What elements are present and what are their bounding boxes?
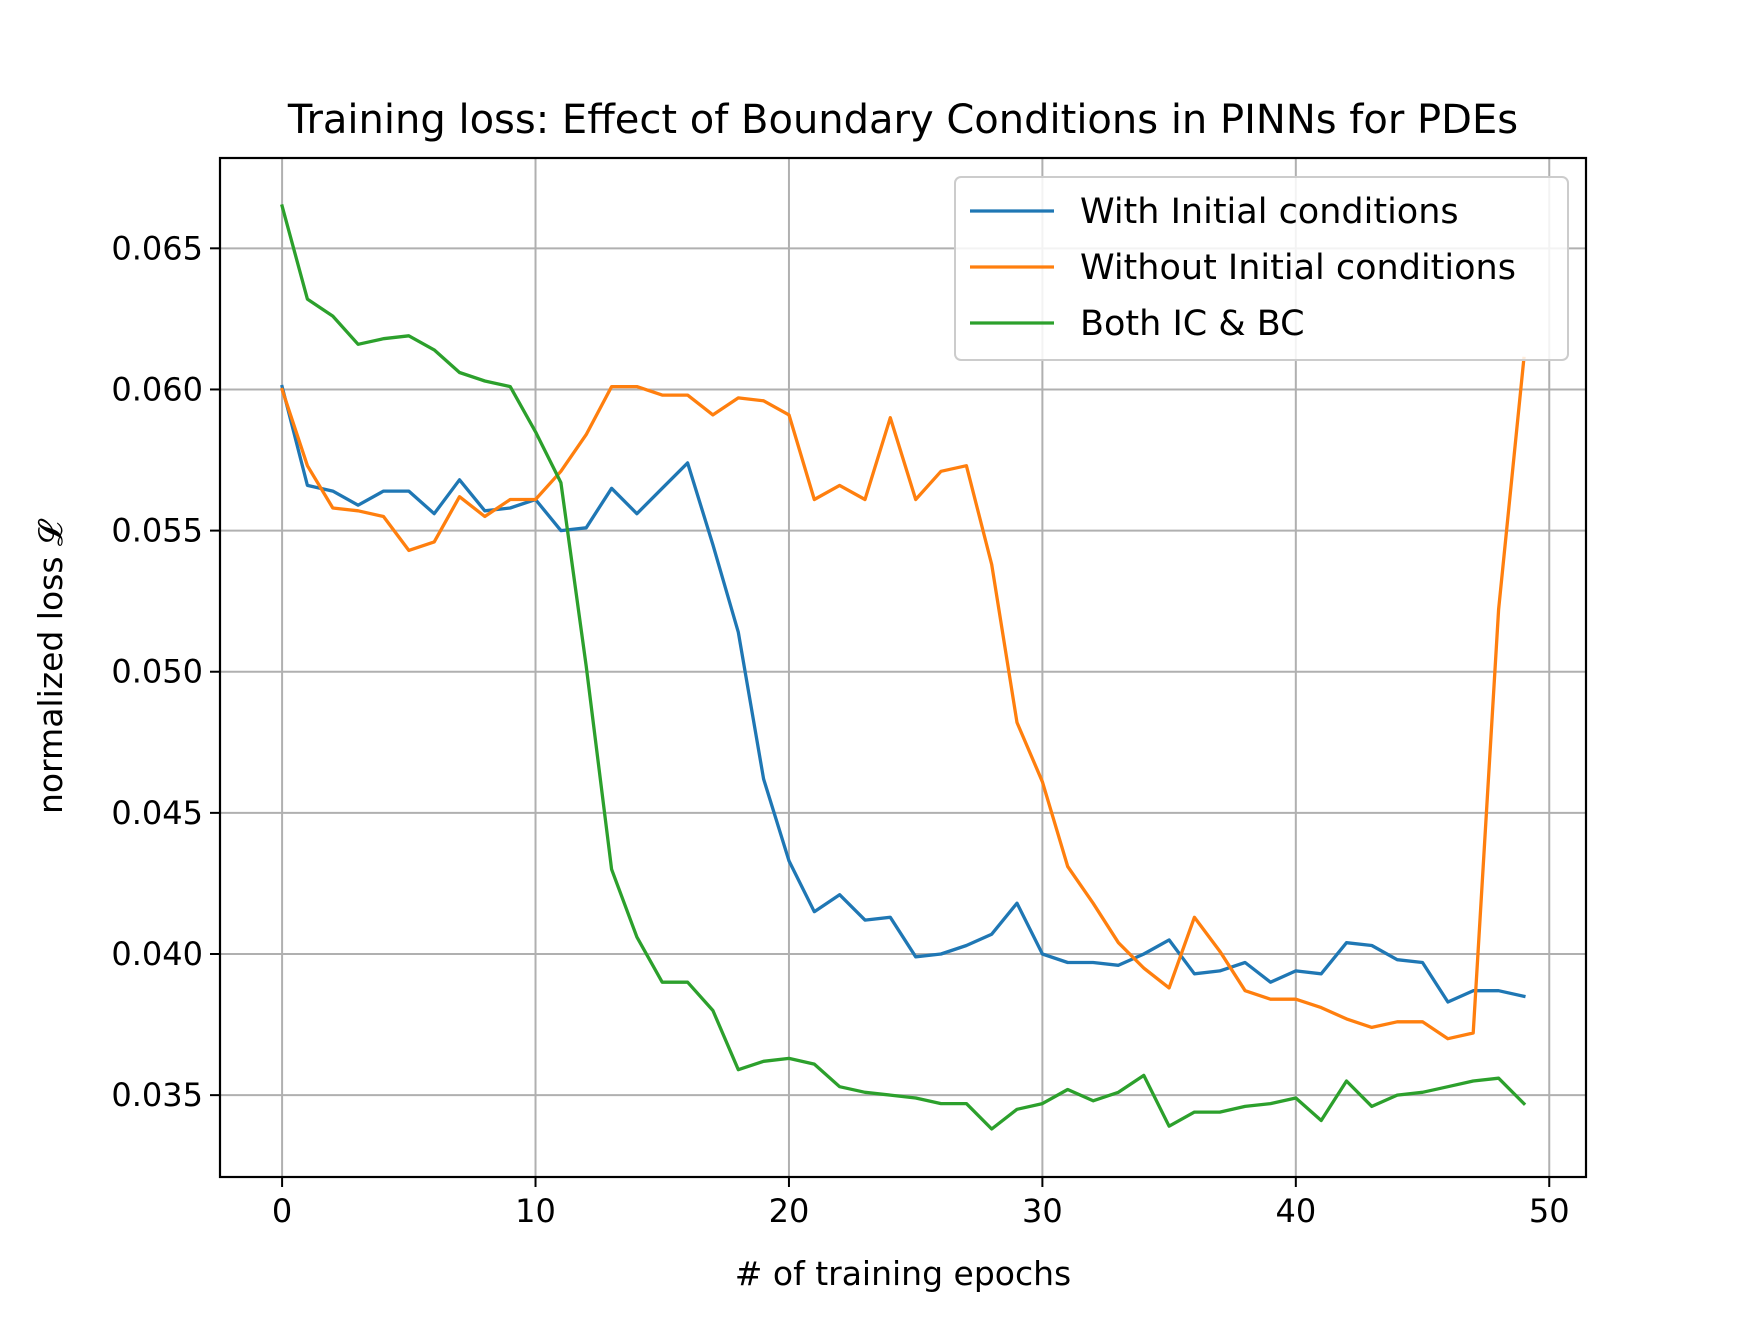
y-axis-ticks: 0.035 0.040 0.045 0.050 0.055 0.060 0.065: [111, 229, 220, 1114]
y-tick-label: 0.065: [111, 229, 203, 267]
legend-label: Without Initial conditions: [1080, 248, 1516, 288]
plot-area-frame: [218, 156, 1588, 1179]
x-axis-label: # of training epochs: [735, 1254, 1071, 1293]
x-tick-label: 30: [1022, 1192, 1063, 1230]
chart-title: Training loss: Effect of Boundary Condit…: [287, 97, 1518, 143]
y-tick-label: 0.055: [111, 512, 203, 550]
series-line-3: [280, 203, 1527, 1131]
y-tick-label: 0.035: [111, 1076, 203, 1114]
y-tick-label: 0.050: [111, 653, 203, 691]
series-line-1: [280, 384, 1526, 1004]
x-tick-label: 0: [272, 1192, 292, 1230]
legend-label: Both IC & BC: [1080, 304, 1305, 344]
legend-box: [954, 176, 1569, 361]
grid-lines: [220, 158, 1586, 1177]
series-line-2: [280, 356, 1526, 1041]
x-tick-label: 50: [1529, 1192, 1570, 1230]
y-tick-label: 0.045: [111, 794, 203, 832]
x-tick-label: 40: [1275, 1192, 1316, 1230]
y-axis-label: normalized loss 𝓛: [31, 518, 70, 814]
x-tick-label: 20: [769, 1192, 810, 1230]
y-tick-label: 0.040: [111, 935, 203, 973]
series-lines: [280, 203, 1527, 1131]
y-tick-label: 0.060: [111, 370, 203, 408]
x-tick-label: 10: [515, 1192, 556, 1230]
x-axis-ticks: 0 10 20 30 40 50: [272, 1177, 1570, 1230]
legend-items: With Initial conditions Without Initial c…: [970, 192, 1516, 344]
legend: With Initial conditions Without Initial c…: [954, 176, 1569, 361]
legend-label: With Initial conditions: [1080, 192, 1459, 232]
